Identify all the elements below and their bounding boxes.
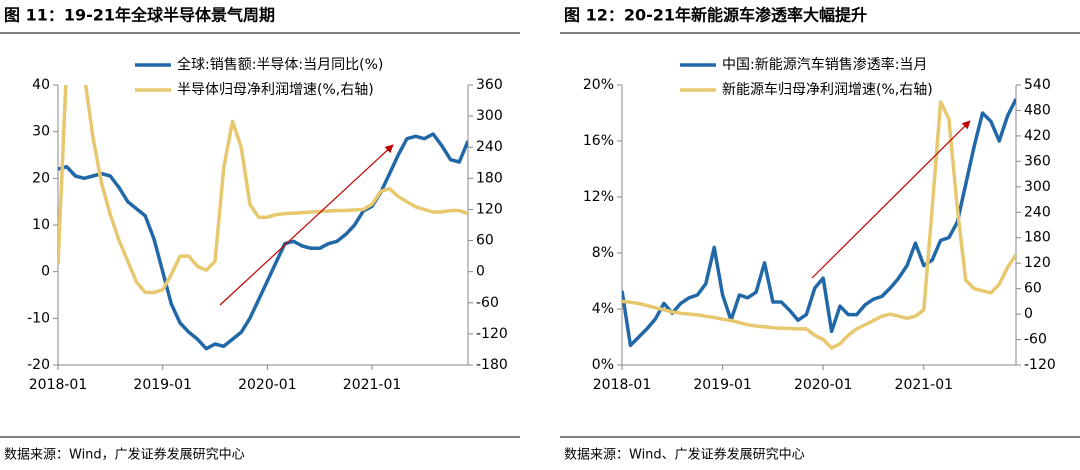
y2-tick-label: 60 <box>476 233 494 249</box>
legend-label: 全球:销售额:半导体:当月同比(%) <box>177 56 383 73</box>
y2-tick-label: 60 <box>1024 281 1042 297</box>
plot-area <box>622 98 1016 350</box>
x-tick-label: 2019-01 <box>693 377 752 393</box>
legend-label: 半导体归母净利润增速(%,右轴) <box>177 81 374 98</box>
series-line <box>58 132 468 351</box>
x-tick-label: 2020-01 <box>794 377 853 393</box>
chart-title: 图 11：19-21年全球半导体景气周期 <box>4 6 275 25</box>
legend-label: 新能源车归母净利润增速(%,右轴) <box>722 81 933 98</box>
y-tick-label: 20 <box>32 170 50 186</box>
x-tick-label: 2018-01 <box>593 377 652 393</box>
y2-tick-label: 120 <box>1024 255 1051 271</box>
trend-arrow <box>219 144 394 306</box>
x-tick-label: 2021-01 <box>895 377 954 393</box>
y2-tick-label: -180 <box>476 357 508 373</box>
y2-tick-label: 0 <box>1024 306 1033 322</box>
series-line <box>58 85 468 295</box>
x-tick-label: 2019-01 <box>133 377 192 393</box>
series-line <box>622 100 1016 350</box>
chart-title: 图 12：20-21年新能源车渗透率大幅提升 <box>564 6 867 25</box>
y-tick-label: 0 <box>41 264 50 280</box>
y2-tick-label: 240 <box>476 139 503 155</box>
y2-tick-label: -120 <box>1024 357 1056 373</box>
y2-tick-label: -60 <box>1024 332 1047 348</box>
x-tick-label: 2020-01 <box>238 377 297 393</box>
source-note: 数据来源：Wind，广发证券发展研究中心 <box>4 447 245 463</box>
y-tick-label: 12% <box>583 189 614 205</box>
y2-tick-label: 0 <box>476 264 485 280</box>
y-tick-label: 8% <box>592 245 614 261</box>
y-tick-label: -20 <box>27 357 50 373</box>
y-tick-label: 20% <box>583 77 614 93</box>
y-tick-label: 40 <box>32 77 50 93</box>
y2-tick-label: 540 <box>1024 77 1051 93</box>
trend-arrow <box>811 120 971 279</box>
y2-tick-label: 240 <box>1024 204 1051 220</box>
y2-tick-label: -120 <box>476 326 508 342</box>
y2-tick-label: 180 <box>1024 230 1051 246</box>
y2-tick-label: 360 <box>1024 153 1051 169</box>
x-tick-label: 2021-01 <box>343 377 402 393</box>
y2-tick-label: 120 <box>476 201 503 217</box>
source-note: 数据来源：Wind、广发证券发展研究中心 <box>564 447 805 463</box>
y2-tick-label: 300 <box>1024 179 1051 195</box>
y2-tick-label: 300 <box>476 108 503 124</box>
y-tick-label: 30 <box>32 124 50 140</box>
y-tick-label: 4% <box>592 301 614 317</box>
series-line <box>622 98 1016 348</box>
plot-area <box>58 85 468 351</box>
y-tick-label: 0% <box>592 357 614 373</box>
y2-tick-label: -60 <box>476 295 499 311</box>
legend-label: 中国:新能源汽车销售渗透率:当月 <box>722 56 927 73</box>
y2-tick-label: 480 <box>1024 102 1051 118</box>
y2-tick-label: 420 <box>1024 128 1051 144</box>
y-tick-label: 16% <box>583 133 614 149</box>
y2-tick-label: 360 <box>476 77 503 93</box>
y-tick-label: -10 <box>27 310 50 326</box>
y-tick-label: 10 <box>32 217 50 233</box>
y2-tick-label: 180 <box>476 170 503 186</box>
x-tick-label: 2018-01 <box>29 377 88 393</box>
